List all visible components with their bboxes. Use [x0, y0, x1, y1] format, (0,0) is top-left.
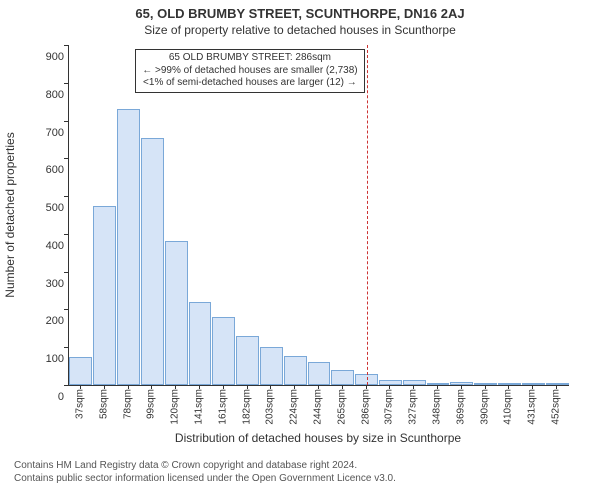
page-title: 65, OLD BRUMBY STREET, SCUNTHORPE, DN16 …	[0, 0, 600, 21]
bar	[141, 138, 164, 385]
ytick-label: 400	[34, 240, 64, 252]
xtick-label: 141sqm	[193, 389, 204, 425]
xtick-label: 203sqm	[265, 389, 276, 425]
ytick-mark	[64, 83, 68, 84]
xtick-label: 369sqm	[455, 389, 466, 425]
bar	[236, 336, 259, 385]
xtick-label: 431sqm	[527, 389, 538, 425]
annotation-line2: ← >99% of detached houses are smaller (2…	[142, 65, 357, 78]
xtick-label: 244sqm	[313, 389, 324, 425]
ytick-label: 900	[34, 51, 64, 63]
chart-container: Number of detached properties 65 OLD BRU…	[0, 37, 600, 455]
bar	[331, 370, 354, 385]
bar	[284, 356, 307, 385]
ytick-label: 800	[34, 89, 64, 101]
xtick-label: 390sqm	[479, 389, 490, 425]
xtick-label: 120sqm	[170, 389, 181, 425]
footer: Contains HM Land Registry data © Crown c…	[0, 455, 600, 485]
ytick-label: 500	[34, 202, 64, 214]
bar	[212, 317, 235, 385]
ytick-mark	[64, 347, 68, 348]
xtick-label: 286sqm	[360, 389, 371, 425]
bar	[308, 362, 331, 385]
ytick-label: 300	[34, 278, 64, 290]
ytick-mark	[64, 234, 68, 235]
annotation-box: 65 OLD BRUMBY STREET: 286sqm← >99% of de…	[135, 49, 364, 93]
xtick-label: 327sqm	[408, 389, 419, 425]
footer-line-2: Contains public sector information licen…	[14, 472, 590, 485]
bar	[189, 302, 212, 385]
annotation-line1: 65 OLD BRUMBY STREET: 286sqm	[142, 52, 357, 65]
xtick-label: 99sqm	[146, 389, 157, 419]
ytick-mark	[64, 385, 68, 386]
bar	[165, 241, 188, 385]
xtick-label: 348sqm	[432, 389, 443, 425]
ytick-label: 0	[34, 391, 64, 403]
ytick-label: 700	[34, 127, 64, 139]
ytick-mark	[64, 309, 68, 310]
xtick-label: 37sqm	[74, 389, 85, 419]
ytick-mark	[64, 121, 68, 122]
page-subtitle: Size of property relative to detached ho…	[0, 21, 600, 37]
xtick-label: 307sqm	[384, 389, 395, 425]
ytick-mark	[64, 45, 68, 46]
plot-area: 65 OLD BRUMBY STREET: 286sqm← >99% of de…	[68, 45, 569, 386]
y-axis-title: Number of detached properties	[3, 132, 17, 297]
xtick-label: 265sqm	[336, 389, 347, 425]
xtick-label: 182sqm	[241, 389, 252, 425]
reference-line	[367, 45, 368, 385]
xtick-label: 161sqm	[217, 389, 228, 425]
annotation-line3: <1% of semi-detached houses are larger (…	[142, 77, 357, 90]
ytick-mark	[64, 158, 68, 159]
xtick-label: 58sqm	[98, 389, 109, 419]
xtick-label: 452sqm	[551, 389, 562, 425]
ytick-mark	[64, 196, 68, 197]
footer-line-1: Contains HM Land Registry data © Crown c…	[14, 459, 590, 472]
bar	[93, 206, 116, 385]
bar	[117, 109, 140, 385]
xtick-label: 78sqm	[122, 389, 133, 419]
xtick-label: 410sqm	[503, 389, 514, 425]
bar	[498, 383, 521, 385]
bar	[450, 382, 473, 385]
ytick-label: 200	[34, 315, 64, 327]
bar	[69, 357, 92, 385]
x-axis-title: Distribution of detached houses by size …	[68, 431, 568, 445]
bar	[260, 347, 283, 385]
ytick-label: 100	[34, 353, 64, 365]
bar	[474, 383, 497, 385]
bar	[379, 380, 402, 385]
xtick-label: 224sqm	[289, 389, 300, 425]
ytick-mark	[64, 272, 68, 273]
ytick-label: 600	[34, 164, 64, 176]
